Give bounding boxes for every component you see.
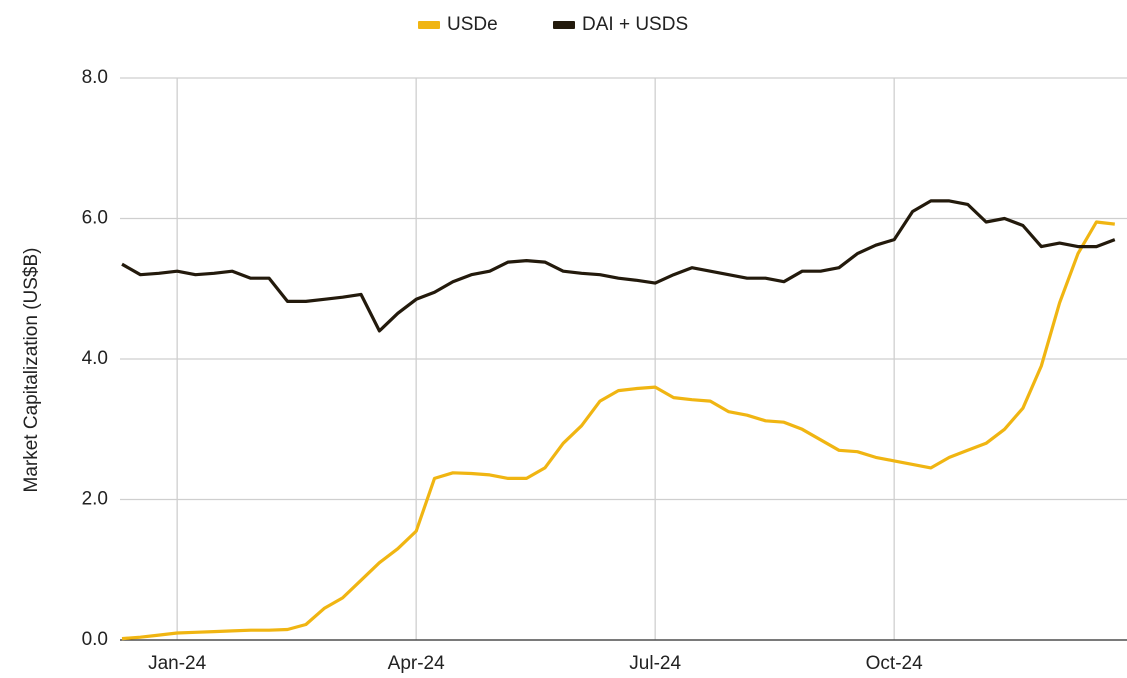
data-line xyxy=(121,220,1115,641)
data-line xyxy=(121,199,1116,333)
x-tick-label: Jul-24 xyxy=(629,653,681,674)
legend-label: USDe xyxy=(447,14,498,35)
y-tick-label: 0.0 xyxy=(82,629,108,650)
x-tick-label: Oct-24 xyxy=(866,653,923,674)
x-tick-label: Apr-24 xyxy=(388,653,445,674)
y-tick-label: 4.0 xyxy=(82,348,108,369)
y-tick-label: 2.0 xyxy=(82,489,108,510)
y-axis-label: Market Capitalization (US$B) xyxy=(21,248,42,493)
legend-swatch xyxy=(418,21,440,29)
y-tick-label: 6.0 xyxy=(82,208,108,229)
y-tick-label: 8.0 xyxy=(82,67,108,88)
legend-label: DAI + USDS xyxy=(582,14,688,35)
legend-swatch xyxy=(553,21,575,29)
x-tick-label: Jan-24 xyxy=(148,653,207,674)
